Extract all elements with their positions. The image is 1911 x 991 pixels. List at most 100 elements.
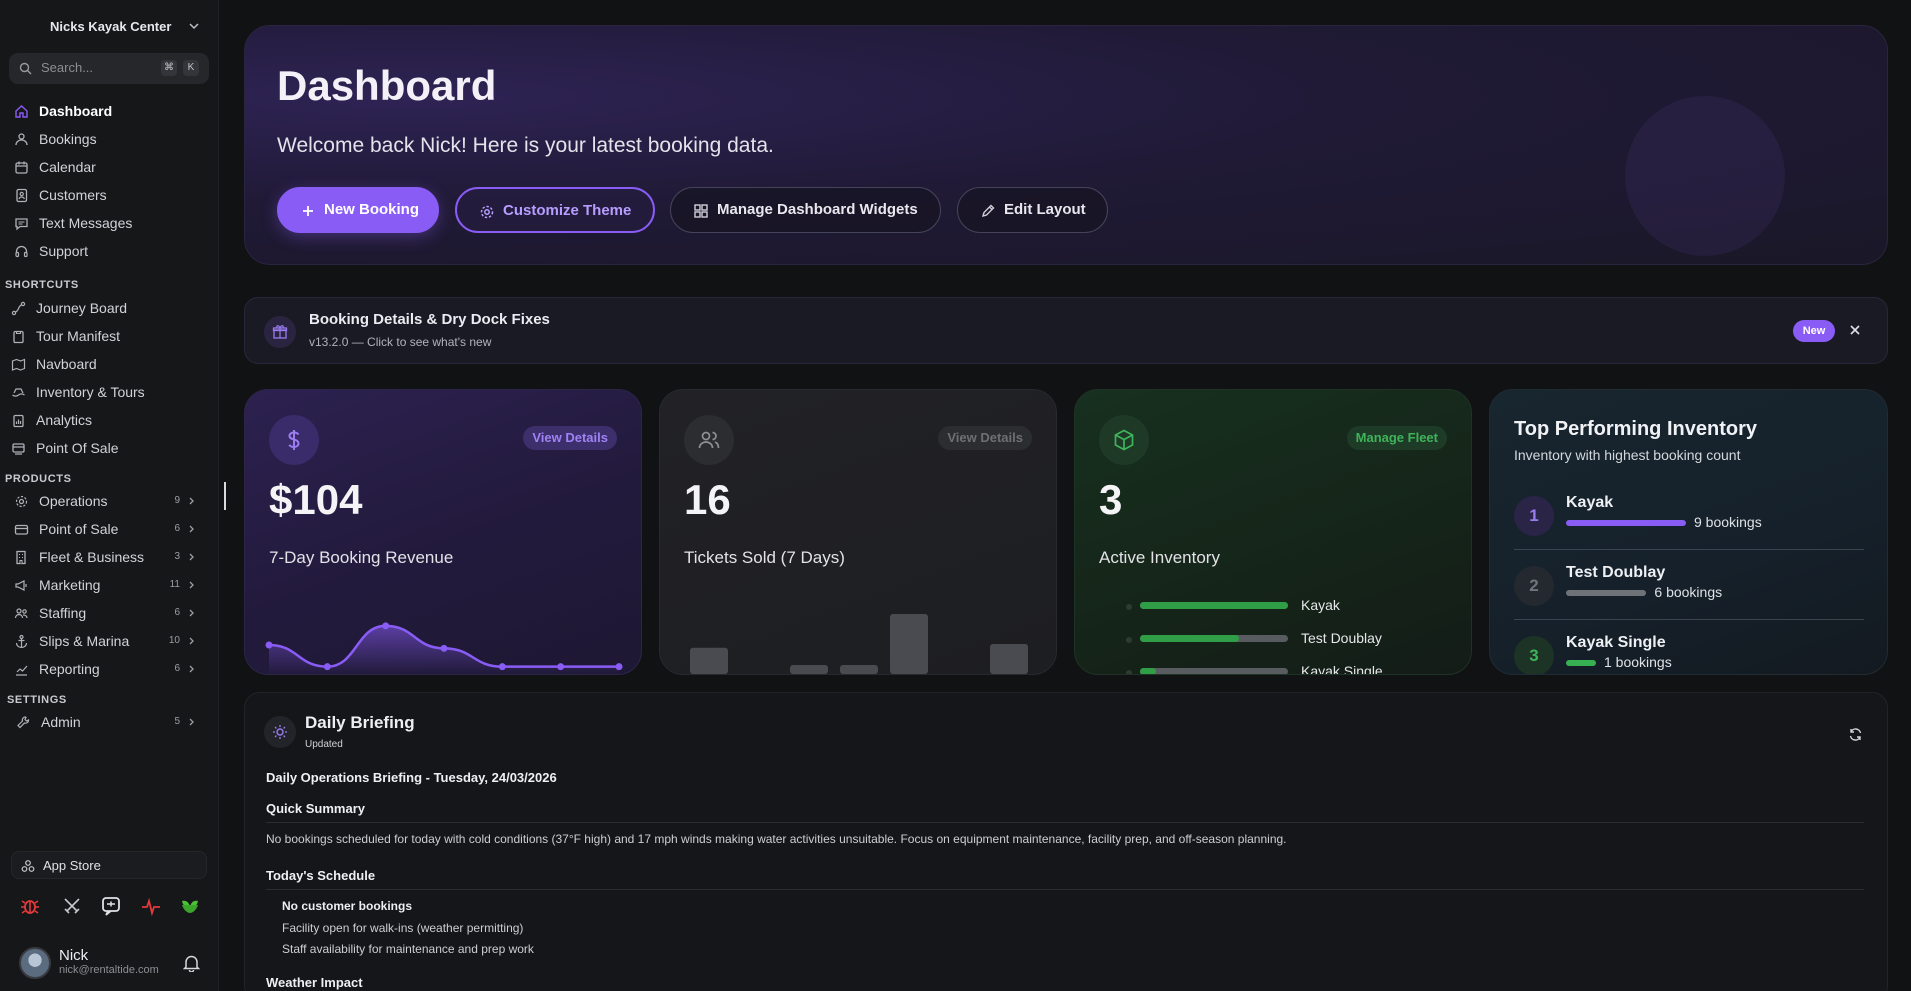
revenue-point [323,663,331,671]
org-switcher[interactable]: Nicks Kayak Center [50,19,200,37]
sidebar-item-analytics[interactable]: Analytics [11,409,201,431]
sidebar-resize-handle[interactable] [224,482,226,510]
search-placeholder: Search... [41,60,94,75]
new-booking-button[interactable]: New Booking [277,187,439,233]
item-count: 6 [174,663,180,674]
refresh-icon[interactable] [1848,727,1863,742]
sidebar-item-label: Slips & Marina [39,633,130,649]
sidebar-item-journey-board[interactable]: Journey Board [11,297,201,319]
box-icon [1114,429,1134,451]
booking-count: 9 bookings [1694,514,1762,530]
plus-icon [303,206,313,216]
sidebar-item-customers[interactable]: Customers [14,184,204,206]
welcome-message: Welcome back Nick! Here is your latest b… [277,134,774,157]
ticket-bar [840,665,878,674]
inventory-value: 3 [1099,476,1123,523]
sidebar-item-tour-manifest[interactable]: Tour Manifest [11,325,201,347]
calendar-icon [15,161,28,174]
sidebar-item-inventory-tours[interactable]: Inventory & Tours [11,381,201,403]
revenue-point [615,663,623,671]
status-dot [1126,637,1132,643]
sidebar-item-label: Dashboard [39,103,113,119]
search-box[interactable]: Search... ⌘ K [9,53,209,84]
chevron-down-icon [189,23,199,30]
sidebar-item-label: Customers [39,187,107,203]
sidebar-item-point-of-sale-product[interactable]: Point of Sale 6 [14,518,204,540]
inventory-fill [1140,602,1288,609]
kbd-cmd: ⌘ [161,60,177,76]
user-name: Nick [59,947,89,964]
anchor-icon [15,634,28,649]
sidebar-item-calendar[interactable]: Calendar [14,156,204,178]
app-store-button[interactable]: App Store [11,851,207,879]
view-details-button[interactable]: View Details [523,426,617,450]
sidebar-item-label: Point Of Sale [36,440,119,456]
sidebar-item-dashboard[interactable]: Dashboard [14,100,204,122]
bell-icon[interactable] [183,954,200,972]
revenue-sparkline [265,622,623,674]
pulse-icon[interactable] [140,895,162,917]
revenue-caption: 7-Day Booking Revenue [269,548,454,567]
page-title: Dashboard [277,62,497,109]
ticket-bar [990,644,1028,674]
divider [1514,619,1864,620]
sun-icon [273,725,287,739]
list-item[interactable]: 2 Test Doublay 6 bookings [1514,564,1864,636]
app-store-icon [21,860,35,872]
avatar[interactable] [19,947,51,979]
inventory-name: Test Doublay [1301,630,1382,646]
list-item[interactable]: 3 Kayak Single 1 bookings [1514,634,1864,674]
inventory-caption: Active Inventory [1099,548,1220,567]
sidebar-item-text-messages[interactable]: Text Messages [14,212,204,234]
chat-icon[interactable] [100,895,122,917]
gift-icon-wrap [264,316,296,348]
app-store-label: App Store [43,858,101,873]
inventory-row: Kayak Single [1115,663,1455,674]
banner-subtitle: v13.2.0 — Click to see what's new [309,335,492,349]
manage-fleet-button[interactable]: Manage Fleet [1346,426,1447,450]
sidebar-item-reporting[interactable]: Reporting 6 [14,658,204,680]
sidebar-item-label: Inventory & Tours [36,384,145,400]
list-item[interactable]: 1 Kayak 9 bookings [1514,494,1864,566]
sidebar-item-operations[interactable]: Operations 9 [14,490,204,512]
sidebar-item-navboard[interactable]: Navboard [11,353,201,375]
inventory-row: Kayak [1115,597,1455,617]
briefing-heading: Daily Operations Briefing - Tuesday, 24/… [266,770,557,785]
tickets-caption: Tickets Sold (7 Days) [684,548,845,567]
inventory-track [1140,635,1288,642]
sidebar-item-support[interactable]: Support [14,240,204,262]
revenue-point [498,663,506,671]
customize-theme-button[interactable]: Customize Theme [455,187,655,233]
manage-widgets-button[interactable]: Manage Dashboard Widgets [670,187,941,233]
leaf-icon[interactable] [179,895,201,917]
sidebar-item-staffing[interactable]: Staffing 6 [14,602,204,624]
close-icon[interactable] [1848,323,1862,337]
item-count: 6 [174,607,180,618]
section-label-settings: SETTINGS [7,694,67,706]
inventory-fill [1140,635,1240,642]
sidebar-item-bookings[interactable]: Bookings [14,128,204,150]
release-notes-banner[interactable]: Booking Details & Dry Dock Fixes v13.2.0… [244,297,1888,364]
chevron-right-icon [189,665,194,673]
view-details-button[interactable]: View Details [938,426,1032,450]
item-count: 5 [174,716,180,727]
headset-icon [15,245,28,258]
sidebar-item-admin[interactable]: Admin 5 [16,711,206,733]
section-label-products: PRODUCTS [5,473,72,485]
sidebar-item-label: Point of Sale [39,521,119,537]
sidebar-item-slips-marina[interactable]: Slips & Marina 10 [14,630,204,652]
bug-icon[interactable] [19,895,41,917]
item-count: 10 [168,635,180,646]
clipboard-icon [13,330,24,344]
gift-icon [272,325,288,339]
gear-icon [480,205,494,219]
swords-icon[interactable] [61,895,83,917]
rank-badge: 3 [1514,636,1554,674]
sidebar-item-fleet-business[interactable]: Fleet & Business 3 [14,546,204,568]
revenue-value: $104 [269,476,363,523]
sidebar-item-label: Bookings [39,131,97,147]
sidebar-item-point-of-sale[interactable]: Point Of Sale [11,437,201,459]
edit-layout-button[interactable]: Edit Layout [957,187,1108,233]
revenue-point [382,622,390,630]
sidebar-item-marketing[interactable]: Marketing 11 [14,574,204,596]
